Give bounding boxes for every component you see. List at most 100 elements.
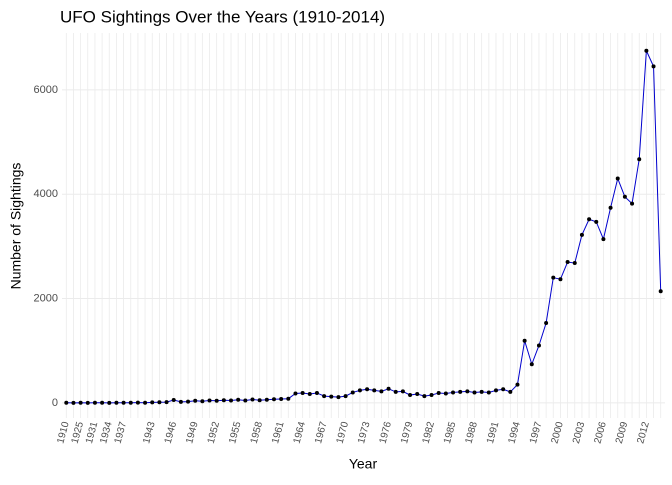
data-point	[493, 388, 498, 393]
x-tick-label: 2000	[550, 420, 566, 445]
data-point	[644, 48, 649, 53]
data-point	[551, 275, 556, 280]
data-point	[85, 400, 90, 405]
data-point	[193, 398, 198, 403]
x-tick-label: 1961	[270, 420, 286, 445]
data-point	[422, 394, 427, 399]
data-point	[458, 389, 463, 394]
x-tick-label: 1979	[399, 420, 415, 445]
data-point	[579, 232, 584, 237]
data-point	[264, 397, 269, 402]
x-tick-label: 2009	[614, 420, 630, 445]
x-tick-label: 1955	[227, 420, 243, 445]
data-point	[121, 400, 126, 405]
x-tick-label: 1988	[464, 420, 480, 445]
data-point	[186, 399, 191, 404]
y-tick-label: 2000	[34, 292, 58, 304]
x-tick-label: 1967	[313, 420, 329, 445]
data-point	[594, 219, 599, 224]
y-tick-label: 6000	[34, 84, 58, 96]
data-point	[114, 400, 119, 405]
data-point	[379, 389, 384, 394]
x-tick-label: 1958	[249, 420, 265, 445]
data-point	[178, 399, 183, 404]
data-point	[479, 389, 484, 394]
data-point	[515, 382, 520, 387]
data-point	[271, 397, 276, 402]
data-point	[293, 391, 298, 396]
data-point	[329, 394, 334, 399]
data-point	[357, 388, 362, 393]
data-point	[658, 289, 663, 294]
data-point	[150, 400, 155, 405]
data-point	[157, 400, 162, 405]
x-tick-label: 1982	[421, 420, 437, 445]
data-point	[451, 390, 456, 395]
data-point	[279, 396, 284, 401]
data-point	[544, 321, 549, 326]
x-tick-label: 1985	[442, 420, 458, 445]
data-point	[250, 397, 255, 402]
data-point	[615, 176, 620, 181]
y-axis-title: Number of Sightings	[8, 163, 24, 290]
data-point	[365, 387, 370, 392]
data-point	[286, 396, 291, 401]
data-point	[637, 157, 642, 162]
data-point	[350, 390, 355, 395]
x-axis-title: Year	[349, 456, 378, 472]
data-point	[472, 390, 477, 395]
x-tick-label: 1952	[206, 420, 222, 445]
x-tick-label: 1994	[507, 420, 523, 445]
data-point	[429, 393, 434, 398]
data-point	[214, 398, 219, 403]
data-point	[336, 395, 341, 400]
x-tick-label: 1964	[292, 420, 308, 445]
x-tick-label: 1997	[528, 420, 544, 445]
data-point	[171, 398, 176, 403]
data-point	[651, 64, 656, 69]
x-tick-label: 2012	[635, 420, 651, 445]
data-point	[608, 205, 613, 210]
data-point	[229, 398, 234, 403]
data-point	[558, 277, 563, 282]
x-tick-label: 1970	[335, 420, 351, 445]
x-tick-label: 1946	[163, 420, 179, 445]
data-point	[107, 400, 112, 405]
data-point	[164, 400, 169, 405]
x-tick-label: 1991	[485, 420, 501, 445]
series-line	[66, 50, 662, 404]
data-point	[314, 390, 319, 395]
data-point	[221, 398, 226, 403]
data-point	[200, 399, 205, 404]
data-point	[400, 389, 405, 394]
data-point	[630, 201, 635, 206]
data-point	[436, 390, 441, 395]
data-point	[71, 400, 76, 405]
data-point	[343, 394, 348, 399]
data-point	[78, 400, 83, 405]
data-point	[415, 392, 420, 397]
data-point	[408, 393, 413, 398]
data-point	[92, 400, 97, 405]
x-tick-label: 2006	[592, 420, 608, 445]
y-tick-label: 4000	[34, 188, 58, 200]
data-point	[565, 260, 570, 265]
data-point	[257, 398, 262, 403]
x-tick-label: 1937	[113, 420, 129, 445]
data-point	[207, 398, 212, 403]
x-tick-label: 1949	[184, 420, 200, 445]
data-point	[372, 388, 377, 393]
data-point	[128, 400, 133, 405]
x-tick-label: 1976	[378, 420, 394, 445]
data-point	[622, 194, 627, 199]
x-tick-label: 1973	[356, 420, 372, 445]
data-point	[587, 217, 592, 222]
data-point	[508, 389, 513, 394]
data-point	[465, 389, 470, 394]
data-point	[307, 392, 312, 397]
data-point	[572, 261, 577, 266]
data-point	[386, 386, 391, 391]
data-point	[322, 394, 327, 399]
data-point	[486, 390, 491, 395]
